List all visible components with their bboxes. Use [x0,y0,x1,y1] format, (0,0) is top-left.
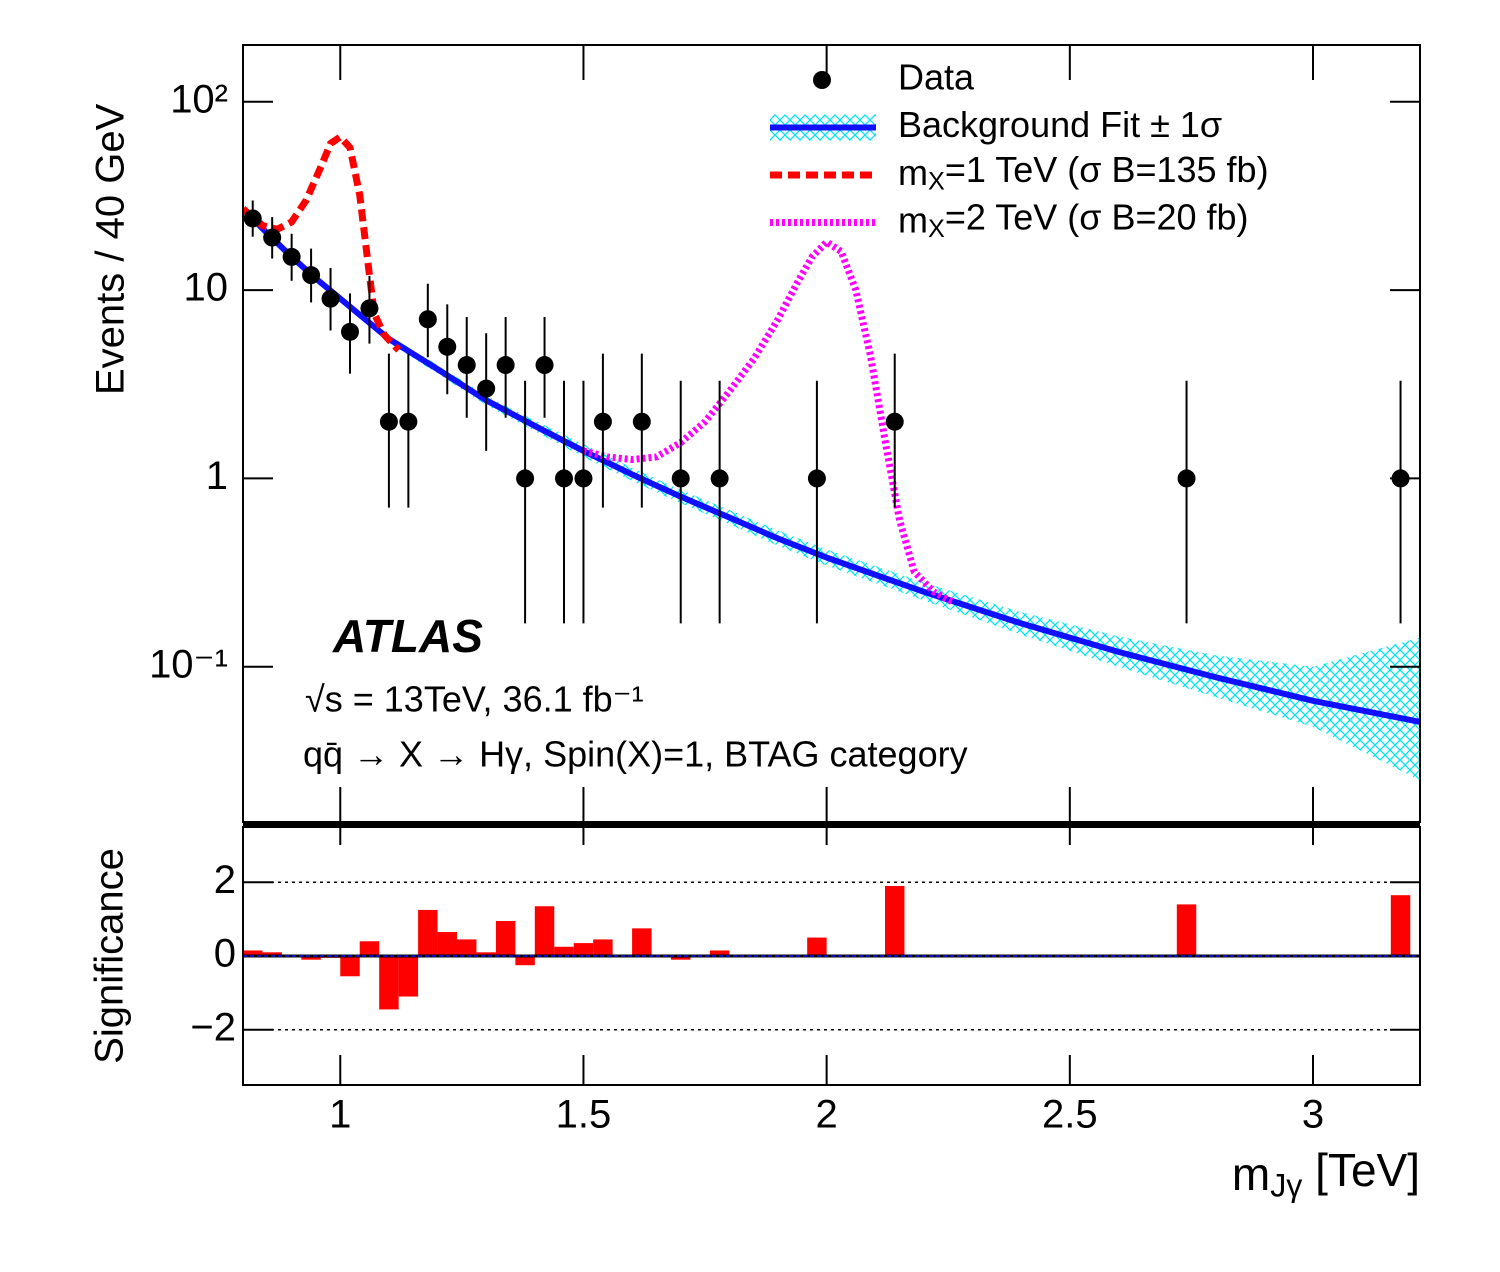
data-point [516,469,535,488]
text-segment: Jγ [1270,1167,1302,1203]
x-tick-label: 2 [816,1093,838,1137]
bar [476,952,496,956]
data-point [321,289,340,308]
y-tick-label: 10² [170,77,228,121]
data-point [807,469,826,488]
data-point [243,209,262,228]
x-tick-label: 3 [1302,1093,1324,1137]
y-tick-label: 10⁻¹ [149,642,228,686]
bar [671,956,691,960]
y-axis-title: Significance [88,848,132,1064]
bar [262,952,282,956]
bar [885,885,905,956]
text-segment: X [928,215,945,243]
error-band [243,205,1420,781]
bar [1176,904,1197,956]
bar [418,909,438,956]
y-tick-label: 2 [214,858,236,902]
text-segment: m [1232,1148,1270,1200]
bar [457,939,477,956]
bar [593,939,613,956]
bar [573,943,594,956]
bar [709,950,730,956]
data-point [555,469,573,488]
data-point [496,356,515,375]
data-point [379,412,398,431]
bar [340,956,360,977]
bar [554,946,574,956]
data-point [360,299,379,318]
data-point [710,469,729,488]
legend-label: Background Fit ± 1σ [898,104,1222,145]
text-segment: =1 TeV (σ B=135 fb) [945,148,1269,189]
data-point [418,310,437,329]
curve [243,206,1420,725]
frame [242,826,1421,1086]
y-tick-label: 10 [184,266,229,310]
data-point [477,379,496,398]
data-point [263,228,282,247]
legend-label: mX=1 TeV (σ B=135 fb) [898,148,1269,195]
x-tick-label: 1.5 [556,1093,612,1137]
data-point [885,412,904,431]
bar [301,956,321,960]
bar [359,941,380,956]
bar [398,956,419,997]
bar [495,920,516,956]
data-point [1177,469,1196,488]
data-point [632,412,651,431]
annotation: √s = 13TeV, 36.1 fb⁻¹ [305,679,644,720]
text-segment: m [898,199,928,240]
y-tick-label: −2 [190,1005,236,1049]
legend-marker [813,71,831,89]
data-point [399,412,418,431]
bar [534,906,555,956]
bar [437,932,457,956]
data-point [438,337,457,356]
data-point [574,469,593,488]
data-point [457,356,476,375]
y-tick-label: 1 [206,454,228,498]
bar [807,937,827,956]
text-segment: =2 TeV (σ B=20 fb) [945,196,1249,237]
data-point [341,322,359,341]
frame [242,44,1421,823]
bar [379,956,399,1010]
y-tick-label: 0 [214,932,236,976]
x-tick-label: 1 [329,1093,351,1137]
text-segment: m [898,152,928,193]
bar [515,956,535,966]
bar [243,950,263,956]
legend-label: Data [898,57,975,98]
atlas-label: ATLAS [332,610,483,662]
x-tick-label: 2.5 [1042,1093,1098,1137]
data-point [282,247,301,266]
curve [582,237,955,606]
y-axis-title: Events / 40 GeV [89,103,133,395]
data-point [535,356,554,375]
bar [1390,895,1411,956]
annotation: qq̄ → X → Hγ, Spin(X)=1, BTAG category [303,734,968,775]
data-point [671,469,690,488]
text-segment: X [928,167,945,195]
data-point [593,412,612,431]
text-segment: [TeV] [1302,1144,1420,1196]
x-axis-title: mJγ [TeV] [1232,1144,1420,1203]
data-point [302,266,321,285]
top-plot [243,132,1420,781]
bar [632,928,652,956]
legend-label: mX=2 TeV (σ B=20 fb) [898,196,1249,243]
